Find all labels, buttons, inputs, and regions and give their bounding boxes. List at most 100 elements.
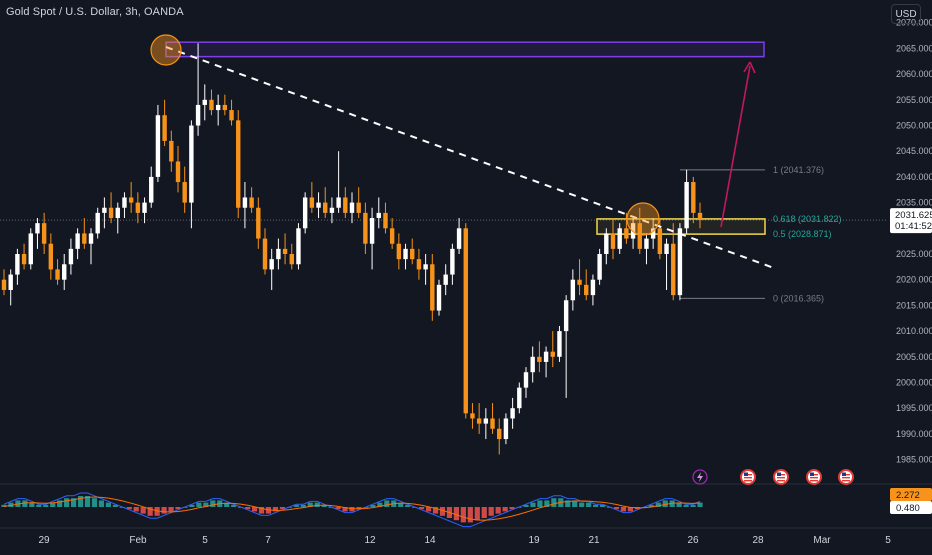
fib-level-label: 0 (2016.365): [773, 293, 824, 303]
candle-body: [343, 197, 348, 213]
candle-body: [108, 207, 114, 219]
macd-histogram-bar: [467, 507, 473, 523]
candle-body: [209, 99, 214, 111]
flag-stripe: [842, 477, 850, 479]
candle: [530, 346, 535, 383]
candle-body: [383, 212, 388, 229]
price-tick-label: 1990.000: [896, 429, 932, 439]
candle-body: [416, 259, 422, 270]
candle-body: [349, 202, 355, 213]
candle-body: [363, 212, 368, 244]
candle-body: [436, 284, 442, 311]
macd-histogram-bar: [537, 500, 543, 507]
swing-high-circle: [150, 34, 182, 66]
macd-histogram-bar: [71, 498, 77, 507]
macd-value-tag: [890, 488, 932, 501]
us-flag-icon: [806, 469, 822, 485]
signal-line: [3, 496, 701, 521]
macd-histogram-bar: [1, 504, 7, 507]
candle: [604, 228, 609, 265]
candle-body: [296, 228, 301, 265]
candle: [363, 202, 368, 254]
macd-value: 2.272: [896, 490, 920, 501]
price-tick-label: 1995.000: [896, 403, 932, 413]
candle: [523, 367, 529, 398]
flag-stripe: [777, 480, 785, 482]
candle-body: [483, 418, 489, 424]
macd-histogram-bar: [272, 507, 279, 512]
candle: [209, 89, 214, 116]
macd-histogram-bar: [175, 507, 181, 510]
candle-body: [282, 248, 288, 254]
price-axis: 2070.000 2065.000 2060.000 2055.000 2050.000…: [890, 18, 932, 465]
candle: [443, 264, 448, 296]
currency-button[interactable]: USD: [891, 4, 921, 24]
candle: [309, 182, 315, 213]
candle: [41, 212, 47, 254]
macd-histogram-bar: [133, 507, 139, 512]
candle-body: [423, 264, 428, 270]
candle-body: [189, 125, 194, 203]
target-arrow-line: [720, 65, 751, 228]
candle-body: [249, 197, 254, 208]
candle: [269, 248, 274, 290]
candles-layer: [1, 43, 703, 455]
candle: [122, 192, 127, 219]
candle: [282, 233, 288, 265]
macd-histogram-bar: [231, 504, 237, 507]
candle-body: [543, 351, 549, 362]
candle: [21, 243, 27, 270]
candle-body: [128, 197, 134, 203]
candle-body: [155, 115, 161, 177]
candle: [349, 192, 355, 224]
macd-histogram-bar: [655, 502, 661, 507]
candle-body: [41, 223, 47, 244]
macd-histogram-bar: [147, 507, 153, 516]
candle: [356, 187, 361, 219]
flag-canton: [810, 472, 814, 476]
candle-body: [430, 264, 435, 311]
candle-body: [175, 161, 181, 183]
time-axis: 29 Feb 5 7 12 14 19 21 26 28 Mar 5: [0, 527, 932, 546]
candle: [296, 223, 301, 270]
candle-body: [82, 233, 87, 244]
candle-body: [410, 248, 415, 260]
candle: [95, 207, 100, 239]
candle: [222, 94, 228, 116]
candle-body: [202, 99, 207, 105]
candle: [369, 207, 375, 270]
candle-body: [450, 248, 455, 275]
candle: [436, 279, 442, 316]
dashed-trendline: [165, 46, 775, 269]
candle: [657, 218, 663, 260]
candle-body: [476, 418, 482, 424]
macd-histogram-bar: [293, 504, 299, 507]
fib-level-label: 0.5 (2028.871): [773, 229, 832, 239]
candle-body: [697, 212, 703, 221]
macd-histogram-bar: [627, 507, 633, 512]
candle-body: [389, 228, 395, 244]
time-tick-label: Mar: [813, 535, 831, 546]
time-tick-label: 21: [588, 535, 600, 546]
candle: [410, 238, 415, 265]
candle: [476, 403, 482, 434]
candle: [483, 408, 489, 440]
macd-histogram-bar: [683, 504, 689, 507]
candle: [563, 295, 569, 398]
price-tick-label: 2035.000: [896, 198, 932, 208]
candle-body: [256, 207, 261, 239]
macd-histogram-bar: [29, 502, 35, 507]
candle: [691, 176, 696, 224]
candle: [677, 223, 683, 301]
candle: [450, 243, 455, 285]
candle-body: [329, 207, 335, 213]
candle: [28, 228, 33, 270]
candle-body: [21, 254, 27, 265]
candle: [577, 259, 582, 296]
candle: [135, 192, 141, 224]
price-tick-label: 2005.000: [896, 352, 932, 362]
macd-histogram-bar: [676, 502, 682, 507]
candle-body: [604, 233, 609, 254]
